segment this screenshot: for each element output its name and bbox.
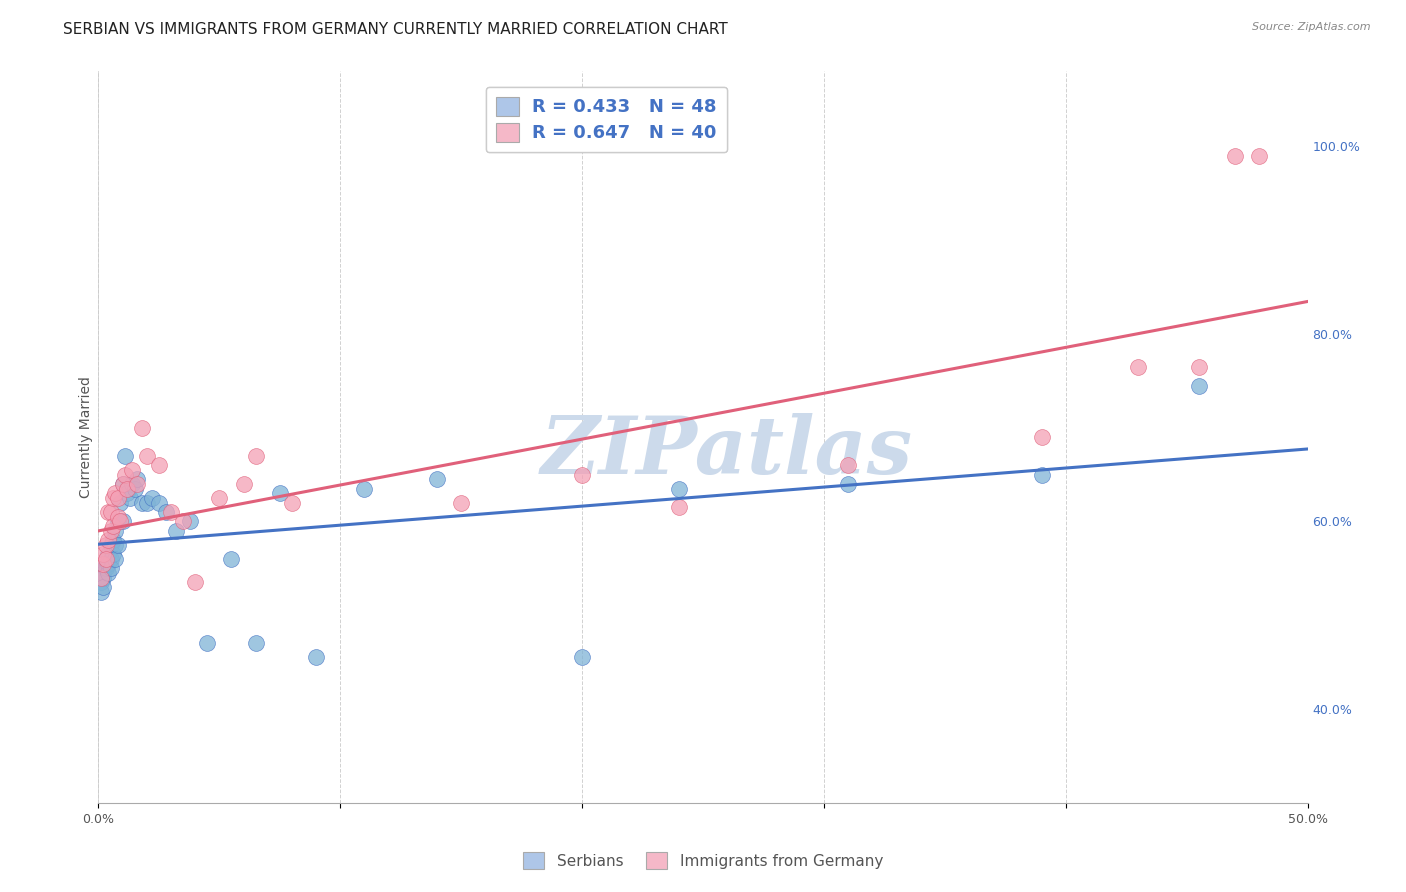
Point	[668, 482, 690, 496]
Legend: Serbians, Immigrants from Germany: Serbians, Immigrants from Germany	[517, 846, 889, 875]
Point	[117, 482, 139, 496]
Point	[121, 463, 143, 477]
Point	[111, 477, 134, 491]
Point	[101, 547, 124, 561]
Point	[91, 566, 114, 580]
Point	[131, 496, 153, 510]
Point	[1128, 359, 1150, 374]
Point	[101, 533, 124, 548]
Point	[97, 557, 120, 571]
Point	[101, 491, 124, 505]
Legend: R = 0.433   N = 48, R = 0.647   N = 40: R = 0.433 N = 48, R = 0.647 N = 40	[485, 87, 727, 153]
Point	[1031, 467, 1053, 482]
Point	[100, 505, 122, 519]
Point	[232, 477, 254, 491]
Point	[107, 491, 129, 505]
Text: SERBIAN VS IMMIGRANTS FROM GERMANY CURRENTLY MARRIED CORRELATION CHART: SERBIAN VS IMMIGRANTS FROM GERMANY CURRE…	[63, 22, 728, 37]
Point	[245, 449, 267, 463]
Point	[131, 420, 153, 434]
Point	[195, 636, 218, 650]
Point	[245, 636, 267, 650]
Point	[97, 566, 120, 580]
Point	[90, 571, 112, 585]
Point	[305, 650, 328, 665]
Point	[91, 571, 114, 585]
Point	[179, 515, 201, 529]
Point	[426, 472, 449, 486]
Point	[127, 472, 149, 486]
Point	[100, 524, 122, 538]
Point	[208, 491, 231, 505]
Text: Source: ZipAtlas.com: Source: ZipAtlas.com	[1253, 22, 1371, 32]
Point	[172, 515, 194, 529]
Point	[837, 477, 859, 491]
Point	[165, 524, 187, 538]
Point	[107, 515, 129, 529]
Point	[1188, 378, 1211, 392]
Point	[100, 552, 122, 566]
Point	[97, 533, 120, 548]
Point	[97, 505, 120, 519]
Point	[90, 575, 112, 590]
Point	[221, 552, 243, 566]
Point	[94, 561, 117, 575]
Point	[155, 505, 177, 519]
Point	[101, 519, 124, 533]
Point	[104, 552, 127, 566]
Point	[114, 467, 136, 482]
Point	[121, 477, 143, 491]
Point	[91, 580, 114, 594]
Point	[97, 547, 120, 561]
Point	[117, 486, 139, 500]
Point	[124, 482, 146, 496]
Point	[184, 575, 207, 590]
Point	[111, 515, 134, 529]
Point	[329, 805, 352, 820]
Point	[135, 449, 157, 463]
Point	[108, 496, 131, 510]
Point	[111, 477, 134, 491]
Point	[108, 515, 131, 529]
Point	[107, 509, 129, 524]
Point	[90, 584, 112, 599]
Point	[100, 538, 122, 552]
Point	[107, 538, 129, 552]
Point	[1031, 430, 1053, 444]
Point	[1249, 149, 1271, 163]
Point	[91, 557, 114, 571]
Y-axis label: Currently Married: Currently Married	[79, 376, 93, 498]
Point	[94, 552, 117, 566]
Point	[104, 538, 127, 552]
Point	[269, 486, 291, 500]
Point	[668, 500, 690, 515]
Point	[571, 467, 593, 482]
Point	[104, 524, 127, 538]
Text: ZIPatlas: ZIPatlas	[541, 413, 914, 491]
Point	[281, 496, 304, 510]
Point	[91, 547, 114, 561]
Point	[837, 458, 859, 473]
Point	[353, 482, 375, 496]
Point	[118, 491, 141, 505]
Point	[135, 496, 157, 510]
Point	[104, 486, 127, 500]
Point	[571, 650, 593, 665]
Point	[114, 449, 136, 463]
Point	[148, 496, 170, 510]
Point	[1223, 149, 1246, 163]
Point	[127, 477, 149, 491]
Point	[141, 491, 163, 505]
Point	[148, 458, 170, 473]
Point	[94, 557, 117, 571]
Point	[450, 496, 472, 510]
Point	[94, 538, 117, 552]
Point	[100, 561, 122, 575]
Point	[160, 505, 183, 519]
Point	[1188, 359, 1211, 374]
